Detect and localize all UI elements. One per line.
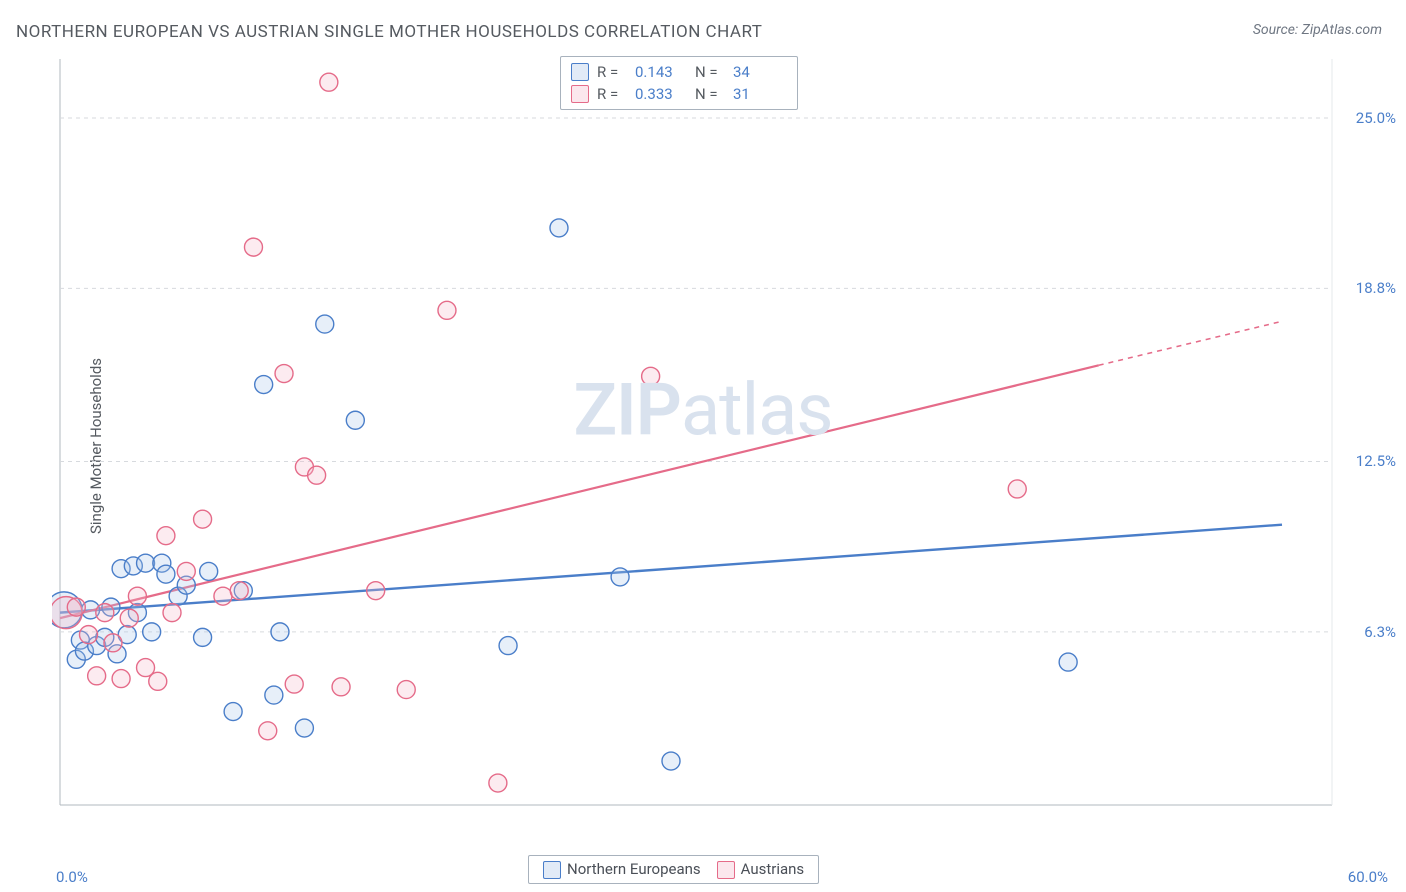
legend-stats: R = 0.143N = 34R = 0.333N = 31: [560, 56, 798, 110]
legend-swatch: [571, 63, 589, 81]
chart-title: NORTHERN EUROPEAN VS AUSTRIAN SINGLE MOT…: [16, 22, 762, 42]
legend-swatch: [543, 861, 561, 879]
y-axis-tick: 18.8%: [1356, 279, 1396, 297]
y-axis-tick: 12.5%: [1356, 452, 1396, 470]
x-axis-tick-min: 0.0%: [56, 868, 88, 886]
y-axis-tick: 6.3%: [1364, 623, 1396, 641]
plot-svg: [52, 55, 1342, 835]
legend-stat-row: R = 0.333N = 31: [571, 83, 785, 105]
legend-series: Northern Europeans Austrians: [528, 855, 819, 884]
legend-swatch: [717, 861, 735, 879]
y-axis-tick: 25.0%: [1356, 109, 1396, 127]
scatter-plot: [52, 55, 1342, 835]
legend-swatch: [571, 85, 589, 103]
legend-item: Northern Europeans: [543, 860, 701, 879]
legend-stat-row: R = 0.143N = 34: [571, 61, 785, 83]
source-label: Source: ZipAtlas.com: [1253, 22, 1382, 38]
x-axis-tick-max: 60.0%: [1348, 868, 1388, 886]
legend-item: Austrians: [717, 860, 805, 879]
